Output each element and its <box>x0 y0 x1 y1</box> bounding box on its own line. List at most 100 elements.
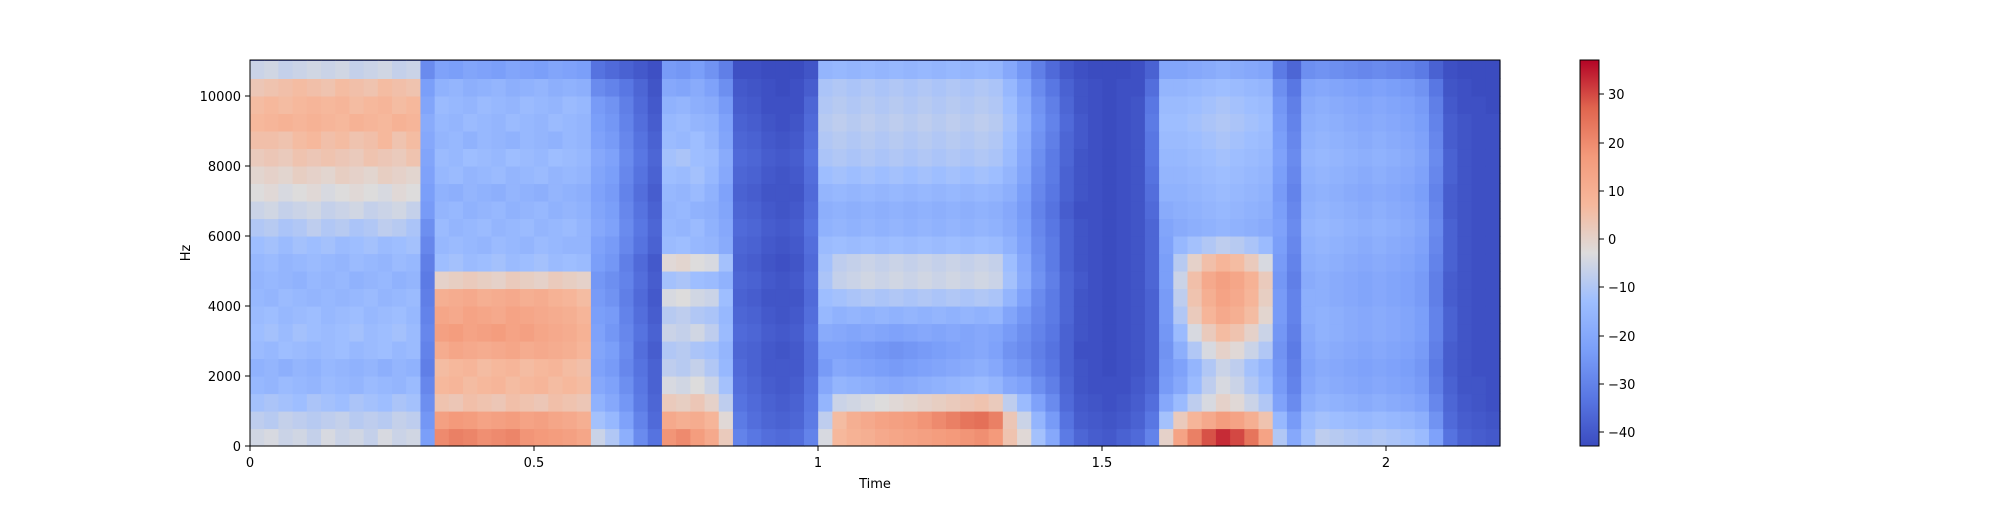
spectrogram-cell <box>321 165 336 185</box>
spectrogram-cell <box>392 235 407 255</box>
spectrogram-cell <box>1315 270 1331 290</box>
spectrogram-cell <box>931 410 947 430</box>
spectrogram-cell <box>1343 393 1359 412</box>
spectrogram-cell <box>1002 323 1018 342</box>
spectrogram-cell <box>718 78 734 97</box>
spectrogram-cell <box>292 288 308 307</box>
spectrogram-cell <box>974 200 990 220</box>
spectrogram-cell <box>1073 218 1089 237</box>
spectrogram-cell <box>420 78 436 97</box>
spectrogram-cell <box>860 358 876 377</box>
spectrogram-cell <box>590 253 606 272</box>
spectrogram-cell <box>661 323 677 342</box>
spectrogram-cell <box>1215 375 1231 395</box>
spectrogram-cell <box>1258 165 1274 185</box>
spectrogram-cell <box>960 358 976 377</box>
spectrogram-cell <box>1088 200 1103 220</box>
spectrogram-cell <box>704 358 720 377</box>
spectrogram-cell <box>363 183 379 202</box>
spectrogram-cell <box>306 410 322 430</box>
spectrogram-cell <box>832 95 848 114</box>
spectrogram-cell <box>875 130 890 150</box>
spectrogram-cell <box>491 130 507 150</box>
spectrogram-cell <box>619 200 635 220</box>
spectrogram-cell <box>1485 165 1501 185</box>
spectrogram-cell <box>463 218 478 237</box>
spectrogram-cell <box>1002 148 1018 167</box>
spectrogram-cell <box>846 78 862 97</box>
spectrogram-cell <box>392 393 407 412</box>
spectrogram-cell <box>477 375 493 395</box>
spectrogram-cell <box>1215 218 1231 237</box>
spectrogram-cell <box>704 165 720 185</box>
spectrogram-cell <box>292 200 308 220</box>
y-axis: 0 2000 4000 6000 8000 10000 Hz <box>179 90 250 455</box>
spectrogram-cell <box>988 305 1004 325</box>
spectrogram-cell <box>250 113 265 132</box>
spectrogram-cell <box>491 375 507 395</box>
spectrogram-cell <box>1414 270 1430 290</box>
spectrogram-cell <box>1272 270 1288 290</box>
spectrogram-cell <box>392 148 407 167</box>
spectrogram-cell <box>1457 375 1473 395</box>
spectrogram-cell <box>505 235 521 255</box>
spectrogram-cell <box>903 235 919 255</box>
spectrogram-cell <box>1443 393 1458 412</box>
spectrogram-cell <box>1386 428 1402 447</box>
spectrogram-cell <box>1428 288 1444 307</box>
spectrogram-cell <box>974 270 990 290</box>
spectrogram-cell <box>590 393 606 412</box>
spectrogram-cell <box>1244 130 1260 150</box>
spectrogram-cell <box>803 410 819 430</box>
spectrogram-cell <box>860 78 876 97</box>
spectrogram-cell <box>1215 148 1231 167</box>
spectrogram-cell <box>761 95 777 114</box>
spectrogram-cell <box>1244 305 1260 325</box>
spectrogram-cell <box>519 428 535 447</box>
spectrogram-cell <box>335 130 351 150</box>
spectrogram-cell <box>278 288 294 307</box>
spectrogram-cell <box>1201 393 1217 412</box>
spectrogram-cell <box>1102 410 1118 430</box>
spectrogram-cell <box>704 218 720 237</box>
spectrogram-cell <box>960 130 976 150</box>
spectrogram-cell <box>704 130 720 150</box>
spectrogram-cell <box>1386 165 1402 185</box>
spectrogram-cell <box>1372 95 1387 114</box>
spectrogram-cell <box>420 410 436 430</box>
spectrogram-cell <box>761 428 777 447</box>
spectrogram-cell <box>846 305 862 325</box>
spectrogram-cell <box>1457 323 1473 342</box>
spectrogram-cell <box>548 358 564 377</box>
spectrogram-cell <box>747 288 762 307</box>
spectrogram-cell <box>406 393 422 412</box>
spectrogram-cell <box>1230 165 1245 185</box>
spectrogram-cell <box>1116 200 1132 220</box>
spectrogram-cell <box>775 183 791 202</box>
spectrogram-cell <box>818 183 833 202</box>
spectrogram-cell <box>1329 183 1345 202</box>
spectrogram-cell <box>1272 428 1288 447</box>
spectrogram-cell <box>335 60 351 79</box>
spectrogram-cell <box>946 183 961 202</box>
spectrogram-cell <box>278 218 294 237</box>
spectrogram-cell <box>491 358 507 377</box>
spectrogram-cell <box>605 340 620 360</box>
spectrogram-cell <box>505 95 521 114</box>
spectrogram-cell <box>647 78 663 97</box>
spectrogram-cell <box>406 113 422 132</box>
spectrogram-cell <box>633 305 649 325</box>
spectrogram-cell <box>1116 323 1132 342</box>
spectrogram-cell <box>250 410 265 430</box>
spectrogram-cell <box>1372 78 1387 97</box>
spectrogram-cell <box>534 113 549 132</box>
spectrogram-cell <box>1343 358 1359 377</box>
spectrogram-cell <box>619 78 635 97</box>
spectrogram-cell <box>860 165 876 185</box>
spectrogram-cell <box>1130 410 1146 430</box>
spectrogram-cell <box>775 218 791 237</box>
spectrogram-cell <box>1017 183 1032 202</box>
spectrogram-cell <box>448 60 464 79</box>
spectrogram-cell <box>647 95 663 114</box>
spectrogram-cell <box>1230 270 1245 290</box>
